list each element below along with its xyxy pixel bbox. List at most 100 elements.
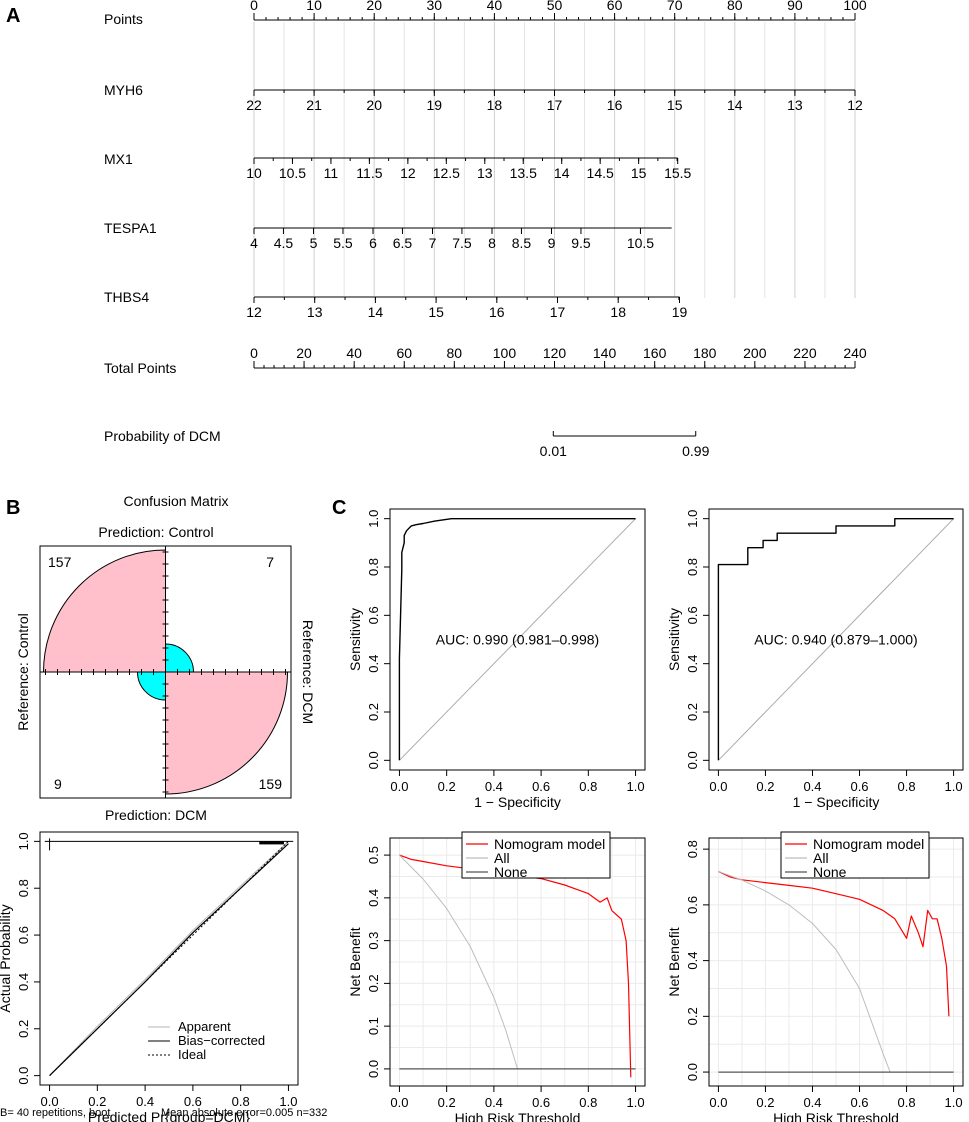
chart-x-label: Predicted Pr{group=DCM} [88, 1109, 251, 1122]
confusion-count-br: 159 [259, 776, 283, 792]
nomogram-tick-label: 10.5 [279, 165, 306, 181]
confusion-matrix: Confusion Matrix Prediction: Control Predi… [15, 493, 316, 823]
chart-y-tick-label: 0.1 [366, 1017, 381, 1035]
nomogram-tick-label: 14.5 [587, 165, 614, 181]
nomogram-tick-label: 40 [487, 0, 503, 13]
chart-frame [389, 508, 646, 771]
chart-x-tick-label: 0.2 [756, 779, 774, 794]
chart-y-tick-label: 0.8 [366, 558, 381, 576]
chart-x-tick-label: 0.8 [579, 779, 597, 794]
chart-x-tick-label: 0.2 [88, 1094, 106, 1109]
panel-label-c: C [332, 497, 346, 519]
chart-y-tick-label: 0.0 [366, 1060, 381, 1078]
nomogram-row-label-mx1: MX1 [104, 151, 133, 167]
chart-y-tick-label: 1.0 [366, 510, 381, 528]
chart-x-tick-label: 0.6 [184, 1094, 202, 1109]
chart-x-tick-label: 0.2 [438, 1095, 456, 1110]
nomogram-tick-label: 0.01 [540, 443, 567, 459]
nomogram-tick-label: 200 [743, 345, 767, 361]
nomogram-tick-label: 6 [369, 235, 377, 251]
nomogram-tick-label: 90 [787, 0, 803, 13]
chart-x-tick-label: 0.2 [438, 779, 456, 794]
nomogram-tick-label: 15 [667, 97, 683, 113]
legend-label: All [813, 850, 829, 866]
panel-label-a: A [6, 5, 20, 27]
nomogram-tick-label: 9.5 [571, 235, 591, 251]
nomogram-tick-label: 15 [428, 304, 444, 320]
chart-x-tick-label: 0.0 [390, 1095, 408, 1110]
nomogram-row-label-thbs4: THBS4 [104, 289, 149, 305]
roc-auc-label: AUC: 0.990 (0.981–0.998) [436, 632, 599, 648]
nomogram-tick-label: 14 [368, 304, 384, 320]
legend-label: None [813, 864, 847, 880]
chart-y-tick-label: 0.4 [685, 655, 700, 673]
nomogram-tick-label: 12.5 [433, 165, 460, 181]
series-all [399, 854, 518, 1070]
legend-label: Nomogram model [494, 836, 605, 852]
chart-x-tick-label: 0.4 [803, 779, 821, 794]
legend-label: None [494, 864, 528, 880]
chart-y-tick-label: 1.0 [16, 832, 31, 850]
chart-x-tick-label: 1.0 [279, 1094, 297, 1109]
nomogram-tick-label: 6.5 [393, 235, 413, 251]
confusion-wedge-top-left [42, 549, 166, 673]
nomogram-tick-label: 0 [250, 0, 258, 13]
nomogram-tick-label: 14 [554, 165, 570, 181]
nomogram-tick-label: 70 [667, 0, 683, 13]
nomogram-tick-label: 20 [366, 97, 382, 113]
nomogram-tick-label: 80 [727, 0, 743, 13]
nomogram-tick-label: 20 [366, 0, 382, 13]
nomogram: Points MYH6 MX1 TESPA1 THBS4 Total Points Prob… [104, 0, 867, 459]
roc-reference-line [399, 518, 636, 761]
nomogram-tick-label: 13 [307, 304, 323, 320]
nomogram-tick-label: 5.5 [333, 235, 353, 251]
confusion-count-bl: 9 [54, 776, 62, 792]
nomogram-tick-label: 240 [843, 345, 867, 361]
chart-y-label: Sensitivity [666, 608, 682, 671]
chart-x-tick-label: 0.8 [898, 779, 916, 794]
nomogram-row-label-myh6: MYH6 [104, 82, 143, 98]
nomogram-tick-label: 7.5 [452, 235, 472, 251]
chart-x-label: 1 − Specificity [474, 794, 561, 810]
calibration-footer-right: Mean absolute error=0.005 n=332 [161, 1107, 327, 1119]
chart-x-tick-label: 0.2 [756, 1095, 774, 1110]
chart-frame [39, 831, 299, 1086]
chart-y-tick-label: 0.4 [685, 952, 700, 970]
nomogram-row-label-prob: Probability of DCM [104, 428, 221, 444]
chart-x-tick-label: 0.8 [232, 1094, 250, 1109]
chart-y-tick-label: 0.2 [16, 1020, 31, 1038]
chart-x-tick-label: 0.8 [579, 1095, 597, 1110]
chart-y-tick-label: 0.2 [685, 703, 700, 721]
series-all [718, 870, 891, 1073]
series-apparent [49, 841, 289, 1076]
nomogram-tick-label: 19 [427, 97, 443, 113]
nomogram-row-label-tespa1: TESPA1 [104, 220, 157, 236]
chart-y-label: Net Benefit [347, 927, 363, 996]
nomogram-tick-label: 7 [429, 235, 437, 251]
confusion-left-label: Reference: Control [15, 613, 31, 731]
nomogram-tick-label: 22 [246, 97, 262, 113]
nomogram-tick-label: 10 [306, 0, 322, 13]
chart-y-tick-label: 0.2 [366, 974, 381, 992]
chart-x-tick-label: 0.4 [485, 779, 503, 794]
nomogram-tick-label: 12 [246, 304, 262, 320]
legend-label: Ideal [178, 1047, 206, 1062]
chart-x-tick-label: 1.0 [627, 779, 645, 794]
nomogram-tick-label: 60 [396, 345, 412, 361]
nomogram-tick-label: 140 [593, 345, 617, 361]
series-roc [717, 518, 954, 761]
nomogram-tick-label: 100 [843, 0, 867, 13]
series-nomogram-model [718, 870, 950, 1017]
nomogram-tick-label: 15 [631, 165, 647, 181]
chart-y-tick-label: 0.6 [685, 896, 700, 914]
nomogram-tick-label: 220 [793, 345, 817, 361]
chart-x-tick-label: 0.8 [898, 1095, 916, 1110]
nomogram-tick-label: 4 [250, 235, 258, 251]
confusion-title: Confusion Matrix [123, 493, 228, 509]
chart-x-tick-label: 0.4 [136, 1094, 154, 1109]
nomogram-tick-label: 13 [477, 165, 493, 181]
nomogram-tick-label: 15.5 [664, 165, 691, 181]
nomogram-tick-label: 60 [607, 0, 623, 13]
